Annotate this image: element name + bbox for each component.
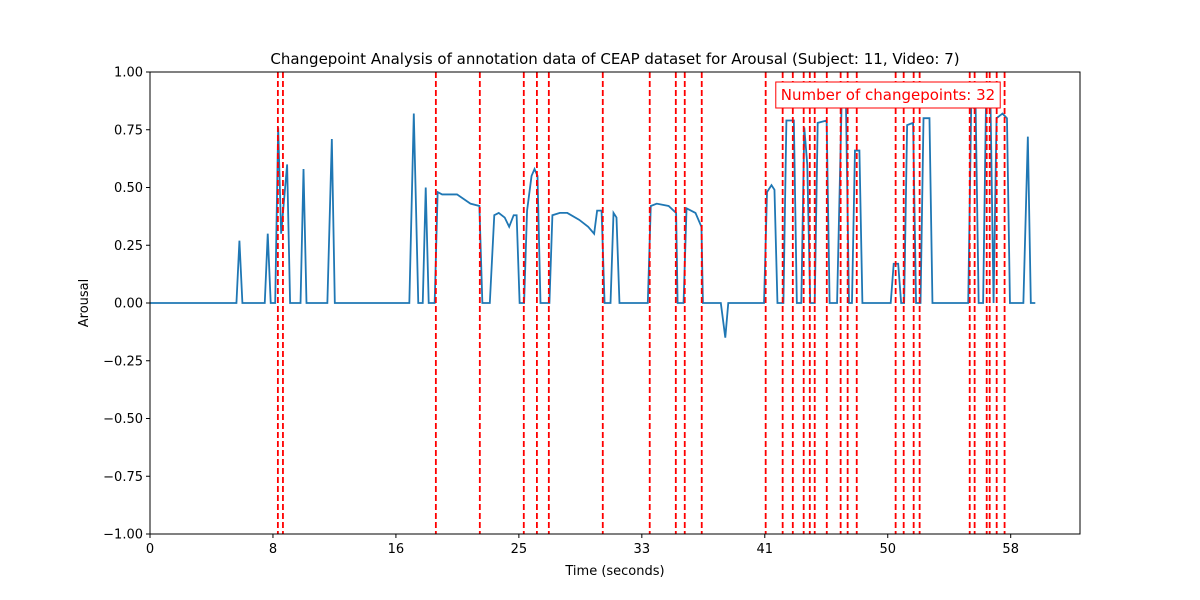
y-tick-label: 0.00 <box>114 297 143 312</box>
plot-frame <box>149 71 1081 535</box>
x-tick-label: 58 <box>1002 542 1019 557</box>
x-tick-label: 16 <box>388 542 405 557</box>
y-tick-label: 0.25 <box>114 239 143 254</box>
x-tick-label: 0 <box>146 542 154 557</box>
y-tick-label: −0.75 <box>103 470 143 485</box>
data-line <box>150 94 1036 338</box>
chart-title: Changepoint Analysis of annotation data … <box>270 50 959 68</box>
y-tick-label: 0.75 <box>114 123 143 138</box>
y-tick-label: 0.50 <box>114 181 143 196</box>
x-tick-label: 50 <box>879 542 896 557</box>
annotation-frame <box>775 81 1001 109</box>
y-axis-label: Arousal <box>77 279 92 328</box>
y-tick-label: 1.00 <box>114 66 143 81</box>
x-tick-label: 8 <box>269 542 277 557</box>
y-tick-label: −0.25 <box>103 354 143 369</box>
x-axis-label: Time (seconds) <box>564 564 664 579</box>
x-tick-label: 33 <box>634 542 651 557</box>
y-tick-label: −0.50 <box>103 412 143 427</box>
x-tick-label: 41 <box>757 542 774 557</box>
annotation-box: Number of changepoints: 32 <box>775 81 1001 109</box>
y-tick-label: −1.00 <box>103 528 143 543</box>
annotation: Number of changepoints: 32 <box>781 86 995 104</box>
x-tick-label: 25 <box>511 542 528 557</box>
